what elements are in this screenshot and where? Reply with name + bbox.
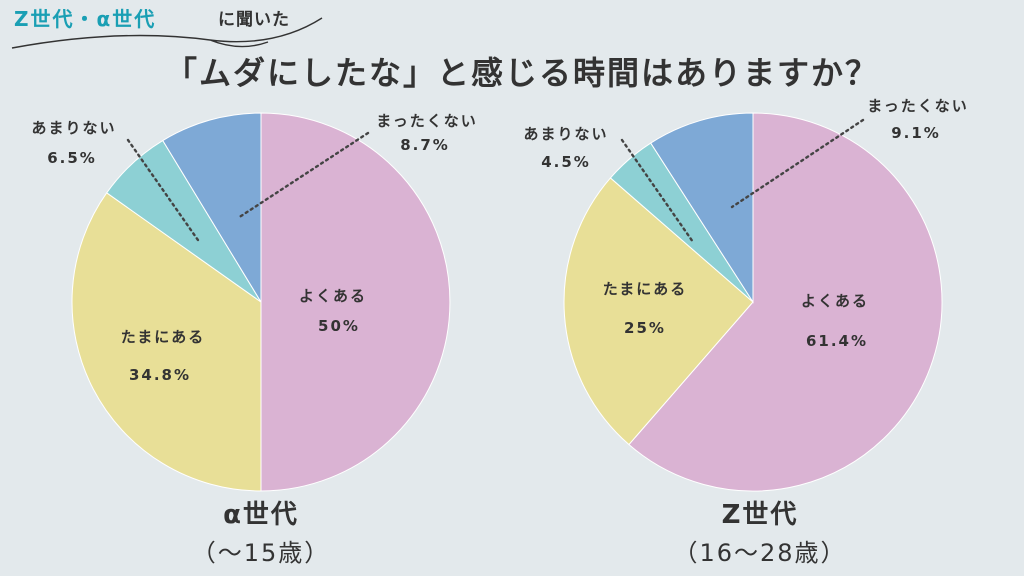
slice-label-tama-ni-aru: たまにある	[121, 328, 206, 346]
pie-chart-z: よくある 61.4% たまにある 25% あまりない 4.5% まったくない 9…	[523, 97, 968, 567]
chart-subcaption-z: （16〜28歳）	[673, 539, 846, 567]
header-swoosh	[11, 17, 323, 49]
slice-value-mattaku-nai: 9.1%	[891, 124, 941, 142]
pie-slice-mattaku-nai	[162, 112, 262, 304]
pie-slice-yoku-aru	[260, 112, 451, 492]
slice-label-yoku-aru: よくある	[801, 292, 869, 310]
slice-value-amari-nai: 6.5%	[47, 149, 97, 167]
slice-value-tama-ni-aru: 34.8%	[129, 366, 191, 384]
slice-label-amari-nai: あまりない	[523, 125, 608, 143]
slice-value-tama-ni-aru: 25%	[624, 319, 666, 337]
pie-slice-tama-ni-aru	[563, 177, 754, 446]
pie-slice-yoku-aru	[628, 112, 943, 492]
chart-subcaption-alpha: （〜15歳）	[192, 539, 331, 567]
pie-chart-alpha: よくある 50% たまにある 34.8% あまりない 6.5% まったくない 8…	[31, 112, 477, 567]
chart-caption-alpha: α世代	[223, 500, 299, 530]
leader-line-mattaku-nai	[730, 118, 865, 209]
leader-line-amari-nai	[620, 138, 695, 244]
leader-line-mattaku-nai	[236, 131, 370, 220]
header: Z世代・α世代 に聞いた 「ムダにしたな」と感じる時間はありますか？	[11, 7, 879, 92]
pie-slice-mattaku-nai	[650, 112, 754, 304]
header-tag-highlight: Z世代・α世代	[14, 7, 156, 31]
header-tag-rest: に聞いた	[218, 10, 290, 30]
slice-label-amari-nai: あまりない	[31, 119, 116, 137]
page-title: 「ムダにしたな」と感じる時間はありますか？	[165, 54, 879, 92]
chart-caption-z: Z世代	[722, 500, 799, 530]
slice-value-amari-nai: 4.5%	[541, 153, 591, 171]
pie-slice-tama-ni-aru	[71, 192, 262, 492]
slice-value-yoku-aru: 61.4%	[806, 332, 868, 350]
slice-label-mattaku-nai: まったくない	[376, 112, 477, 130]
slice-label-tama-ni-aru: たまにある	[603, 280, 688, 298]
slice-label-mattaku-nai: まったくない	[867, 97, 968, 115]
leader-line-amari-nai	[126, 138, 202, 245]
slice-value-yoku-aru: 50%	[318, 317, 360, 335]
slice-value-mattaku-nai: 8.7%	[400, 136, 450, 154]
slice-label-yoku-aru: よくある	[299, 287, 367, 305]
